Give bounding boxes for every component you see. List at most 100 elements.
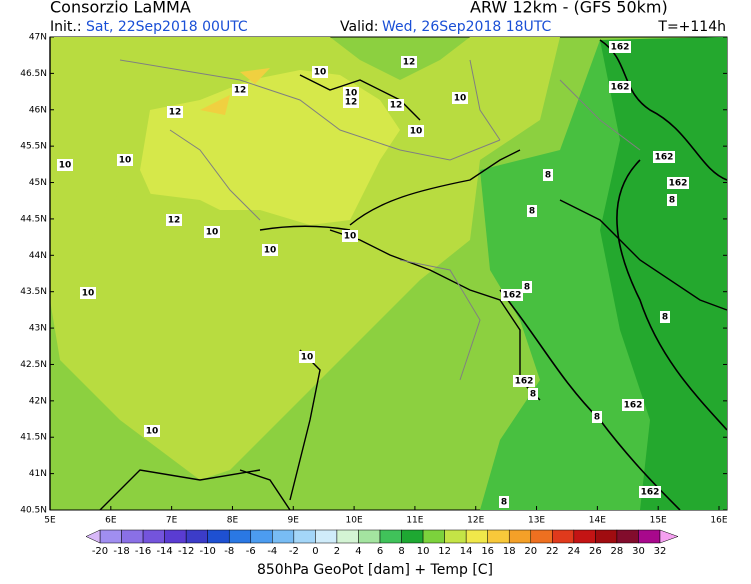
contour-label: 162 [611,43,630,53]
contour-label-box [543,169,553,181]
colorbar-label: 22 [546,546,559,557]
contour-label-box [408,125,424,137]
colorbar-caption: 850hPa GeoPot [dam] + Temp [C] [257,562,493,578]
contour-label-box [343,96,359,108]
lat-label: 42N [29,396,47,406]
colorbar-box [573,529,596,544]
contour-label-box [639,486,661,498]
colorbar-label: 26 [589,546,602,557]
contour-label-box [232,84,248,96]
lon-label: 6E [105,516,117,526]
lon-label: 16E [710,516,727,526]
lon-label: 14E [589,516,606,526]
contour-label-box [57,159,73,171]
colorbar-box [315,529,338,544]
title: Consorzio LaMMA [50,0,191,17]
contour-label: 8 [529,207,535,217]
model: ARW 12km - (GFS 50km) [470,0,668,17]
colorbar-box [272,529,295,544]
lon-label: 12E [467,516,484,526]
contour-label: 10 [264,246,277,256]
contour-label-box [527,205,537,217]
colorbar: -20 -18 -16 -14 -12 -10 -8 -6 -4 -2 0 2 4 6 8 10 12 14 16 1… [85,529,679,557]
colorbar-label: -10 [200,546,216,557]
contour-label-box [592,411,602,423]
contour-label: 8 [530,390,536,400]
colorbar-box [121,529,144,544]
coastline [49,37,728,511]
colorbar-label: 12 [438,546,451,557]
contour-label-box [513,375,535,387]
colorbar-box [99,529,122,544]
contour-label: 8 [594,413,600,423]
contour-label-box [501,289,523,301]
contour-label: 10 [119,156,132,166]
colorbar-label: 4 [355,546,361,557]
contour-label: 12 [345,98,358,108]
valid-time: Wed, 26Sep2018 18UTC [382,19,551,35]
lat-label: 47N [29,33,47,43]
colorbar-label: 0 [312,546,318,557]
lon-label: 9E [288,516,300,526]
colorbar-box [207,529,230,544]
contour-label: 162 [641,488,660,498]
colorbar-box [508,529,532,544]
contour-label-box [166,214,182,226]
colorbar-box [250,529,273,544]
lat-label: 44N [29,251,47,261]
contour-label-box [522,281,532,293]
colorbar-box [638,529,661,544]
colorbar-box [616,529,639,544]
contour-label: 162 [503,291,522,301]
contour-label: 12 [390,101,403,111]
lat-label: 42.5N [20,360,47,370]
lat-label: 40.5N [20,506,47,516]
contour-label: 162 [611,83,630,93]
lat-label: 45N [29,178,47,188]
contour-label: 8 [669,196,675,206]
colorbar-box [336,529,359,544]
colorbar-box [595,529,618,544]
contour-label: 10 [59,161,72,171]
init-time: Sat, 22Sep2018 00UTC [86,19,248,35]
contour-label-box [653,151,675,163]
colorbar-box [530,529,553,544]
contour-label: 12 [403,58,416,68]
colorbar-box [185,529,208,544]
temp-area [600,37,727,510]
colorbar-end [659,529,679,544]
contour-label: 12 [234,86,247,96]
border [119,59,641,381]
temp-area [80,190,300,340]
colorbar-label: -6 [246,546,256,557]
colorbar-label: 8 [398,546,404,557]
colorbar-box [401,529,424,544]
forecast-step: T=+114h [657,19,726,35]
lon-label: 7E [166,516,178,526]
lon-label: 10E [346,516,363,526]
contour-label-box [667,194,677,206]
contour-label-box [388,99,404,111]
contour-label: 10 [301,353,314,363]
contour-label: 10 [314,68,327,78]
colorbar-label: 18 [503,546,516,557]
contour-label: 10 [146,427,159,437]
contour-label-box [167,106,183,118]
contour-label-box [80,287,96,299]
lon-label: 15E [650,516,667,526]
map [49,36,728,511]
lat-label: 44.5N [20,214,47,224]
colorbar-label: 30 [632,546,645,557]
colorbar-label: 6 [377,546,383,557]
contour-label: 10 [82,289,95,299]
colorbar-box [293,529,316,544]
temp-area [200,68,270,115]
contour-label-box [299,351,315,363]
contour-label: 8 [524,283,530,293]
contour-label: 162 [515,377,534,387]
contour-label: 10 [345,89,358,99]
contour-label-box [262,244,278,256]
contour-label: 8 [662,313,668,323]
contour-label-box [204,226,220,238]
contour-label-box [499,496,509,508]
